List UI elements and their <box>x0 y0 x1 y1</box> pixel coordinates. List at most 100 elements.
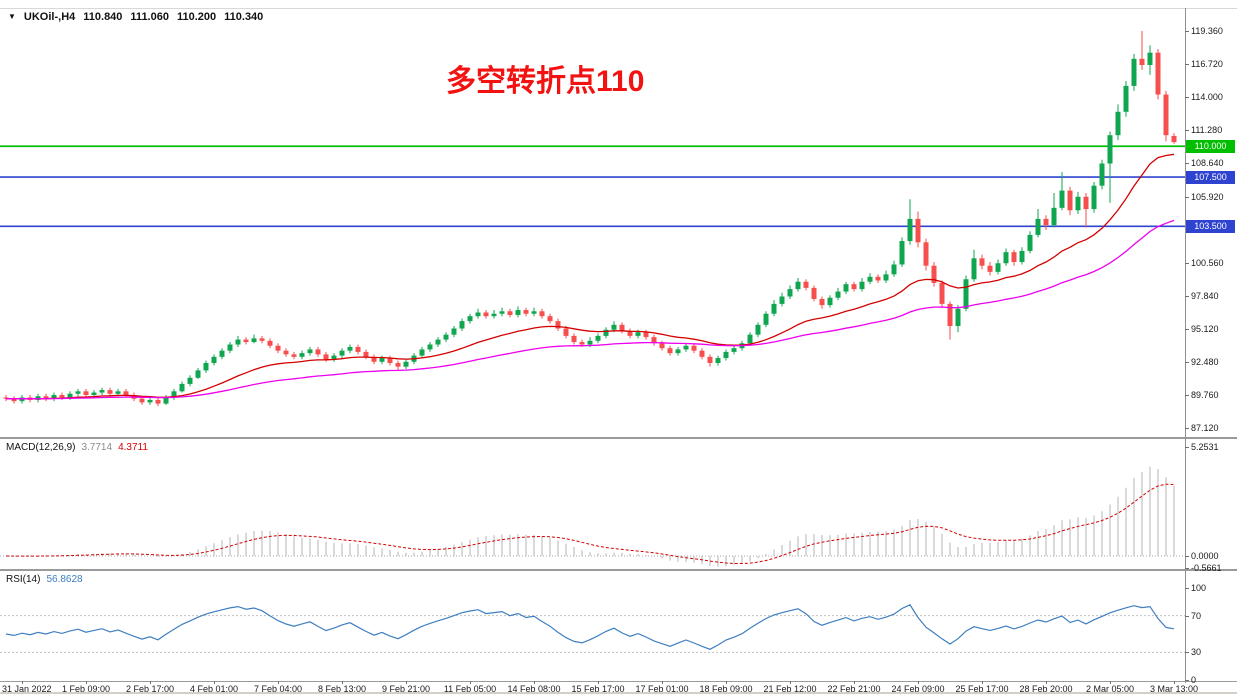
time-axis-label: 7 Feb 04:00 <box>253 684 303 694</box>
rsi-panel[interactable] <box>0 571 1185 681</box>
price-axis-label: 100.560 <box>1191 257 1224 268</box>
time-axis-label: 1 Feb 09:00 <box>61 684 111 694</box>
panel-separator-main-macd[interactable] <box>0 437 1237 439</box>
macd-axis-label: -0.5661 <box>1191 562 1222 573</box>
macd-axis-label: 0.0000 <box>1191 551 1219 561</box>
time-axis-tick <box>854 681 855 684</box>
price-axis-label: 95.120 <box>1191 324 1219 335</box>
time-axis-tick <box>726 681 727 684</box>
axis-tick <box>1185 130 1189 132</box>
time-axis-tick <box>918 681 919 684</box>
time-axis-label: 4 Feb 01:00 <box>189 684 239 694</box>
ma-slow-line[interactable] <box>5 219 1175 400</box>
macd-main-value: 3.7714 <box>81 442 113 453</box>
price-tag-110.000: 110.000 <box>1186 139 1235 153</box>
axis-tick <box>1185 262 1189 264</box>
macd-indicator-label: MACD(12,26,9) 3.7714 4.3711 <box>6 442 148 453</box>
axis-tick <box>1185 97 1189 98</box>
chart-top-border <box>0 8 1237 9</box>
axis-tick <box>1185 446 1189 448</box>
rsi-indicator-label: RSI(14) 56.8628 <box>6 574 83 585</box>
price-axis-label: 119.360 <box>1191 26 1223 36</box>
price-tag-107.500: 107.500 <box>1186 170 1235 184</box>
time-axis-label: 24 Feb 09:00 <box>891 684 945 694</box>
time-axis-tick <box>86 681 87 684</box>
macd-signal-line[interactable] <box>5 483 1175 564</box>
time-axis-tick <box>406 681 407 684</box>
price-axis-label: 111.280 <box>1191 125 1223 136</box>
candlestick-series[interactable] <box>3 31 1177 407</box>
chart-annotation: 多空转折点110 <box>446 65 645 98</box>
time-axis-tick <box>662 681 663 684</box>
axis-tick <box>1185 395 1189 397</box>
macd-signal-value: 4.3711 <box>118 442 148 453</box>
price-axis-label: 97.840 <box>1191 290 1219 301</box>
axis-tick <box>1185 329 1189 331</box>
axis-tick <box>1185 652 1189 654</box>
rsi-axis-label: 30 <box>1191 647 1202 658</box>
chart-shift-marker-icon: ▼ <box>8 11 16 21</box>
time-axis-label: 25 Feb 17:00 <box>955 684 1009 694</box>
time-axis-label: 2 Feb 17:00 <box>125 684 175 694</box>
axis-tick <box>1185 588 1189 589</box>
time-axis-tick <box>1046 681 1047 684</box>
rsi-axis-label: 70 <box>1191 610 1202 621</box>
time-axis-label: 15 Feb 17:00 <box>571 684 625 694</box>
price-axis-label: 108.640 <box>1191 158 1224 168</box>
low-value: 110.200 <box>176 11 217 23</box>
price-axis-label: 105.920 <box>1191 191 1224 202</box>
macd-name: MACD(12,26,9) <box>6 442 76 453</box>
panel-separator-rsi-time <box>0 681 1237 682</box>
panel-separator-macd-rsi[interactable] <box>0 569 1237 571</box>
axis-tick <box>1185 196 1189 198</box>
time-axis-tick <box>22 681 23 684</box>
rsi-value: 56.8628 <box>46 574 83 585</box>
time-axis-label: 17 Feb 01:00 <box>635 684 689 694</box>
axis-tick <box>1185 31 1189 32</box>
rsi-line[interactable] <box>5 604 1175 650</box>
axis-tick <box>1185 556 1189 557</box>
ma-fast-line[interactable] <box>5 153 1175 400</box>
time-axis-tick <box>790 681 791 684</box>
macd-histogram[interactable] <box>6 466 1175 567</box>
axis-tick <box>1185 615 1189 617</box>
open-value: 110.840 <box>83 11 123 23</box>
axis-tick <box>1185 680 1189 681</box>
macd-panel[interactable] <box>0 439 1185 569</box>
time-axis-tick <box>534 681 535 684</box>
time-axis-tick <box>1110 681 1111 684</box>
bottom-tab-strip[interactable] <box>0 692 1237 694</box>
time-axis-tick <box>342 681 343 684</box>
price-axis-separator-line <box>1185 8 1186 683</box>
time-axis-label: 18 Feb 09:00 <box>699 684 753 694</box>
price-axis-label: 116.720 <box>1191 58 1223 69</box>
time-axis-label: 28 Feb 20:00 <box>1019 684 1073 694</box>
macd-axis-label: 5.2531 <box>1191 441 1219 452</box>
axis-tick <box>1185 163 1189 164</box>
main-chart-panel[interactable] <box>0 8 1185 436</box>
time-axis-label: 14 Feb 08:00 <box>507 684 561 694</box>
time-axis-tick <box>1174 681 1175 684</box>
price-axis-label: 114.000 <box>1191 92 1223 102</box>
time-axis-label: 9 Feb 21:00 <box>381 684 431 694</box>
time-axis-label: 21 Feb 12:00 <box>763 684 817 694</box>
time-axis-label: 11 Feb 05:00 <box>443 684 497 694</box>
axis-tick <box>1185 63 1189 65</box>
price-axis-label: 92.480 <box>1191 357 1219 367</box>
time-axis-label: 3 Mar 13:00 <box>1149 684 1199 694</box>
time-axis-label: 8 Feb 13:00 <box>317 684 367 694</box>
time-axis-label: 2 Mar 05:00 <box>1085 684 1135 694</box>
close-value: 110.340 <box>224 11 264 23</box>
price-axis-label: 87.120 <box>1191 423 1219 433</box>
price-tag-103.500: 103.500 <box>1186 219 1235 233</box>
time-axis-tick <box>982 681 983 684</box>
axis-tick <box>1185 428 1189 429</box>
horizontal-lines <box>0 145 1185 228</box>
price-axis-label: 89.760 <box>1191 390 1219 401</box>
time-axis-tick <box>278 681 279 684</box>
rsi-axis-label: 0 <box>1191 675 1197 685</box>
axis-tick <box>1185 567 1189 569</box>
axis-tick <box>1185 362 1189 363</box>
chart-title: ▼ UKOil-,H4 110.840 111.060 110.200 110.… <box>8 11 263 23</box>
